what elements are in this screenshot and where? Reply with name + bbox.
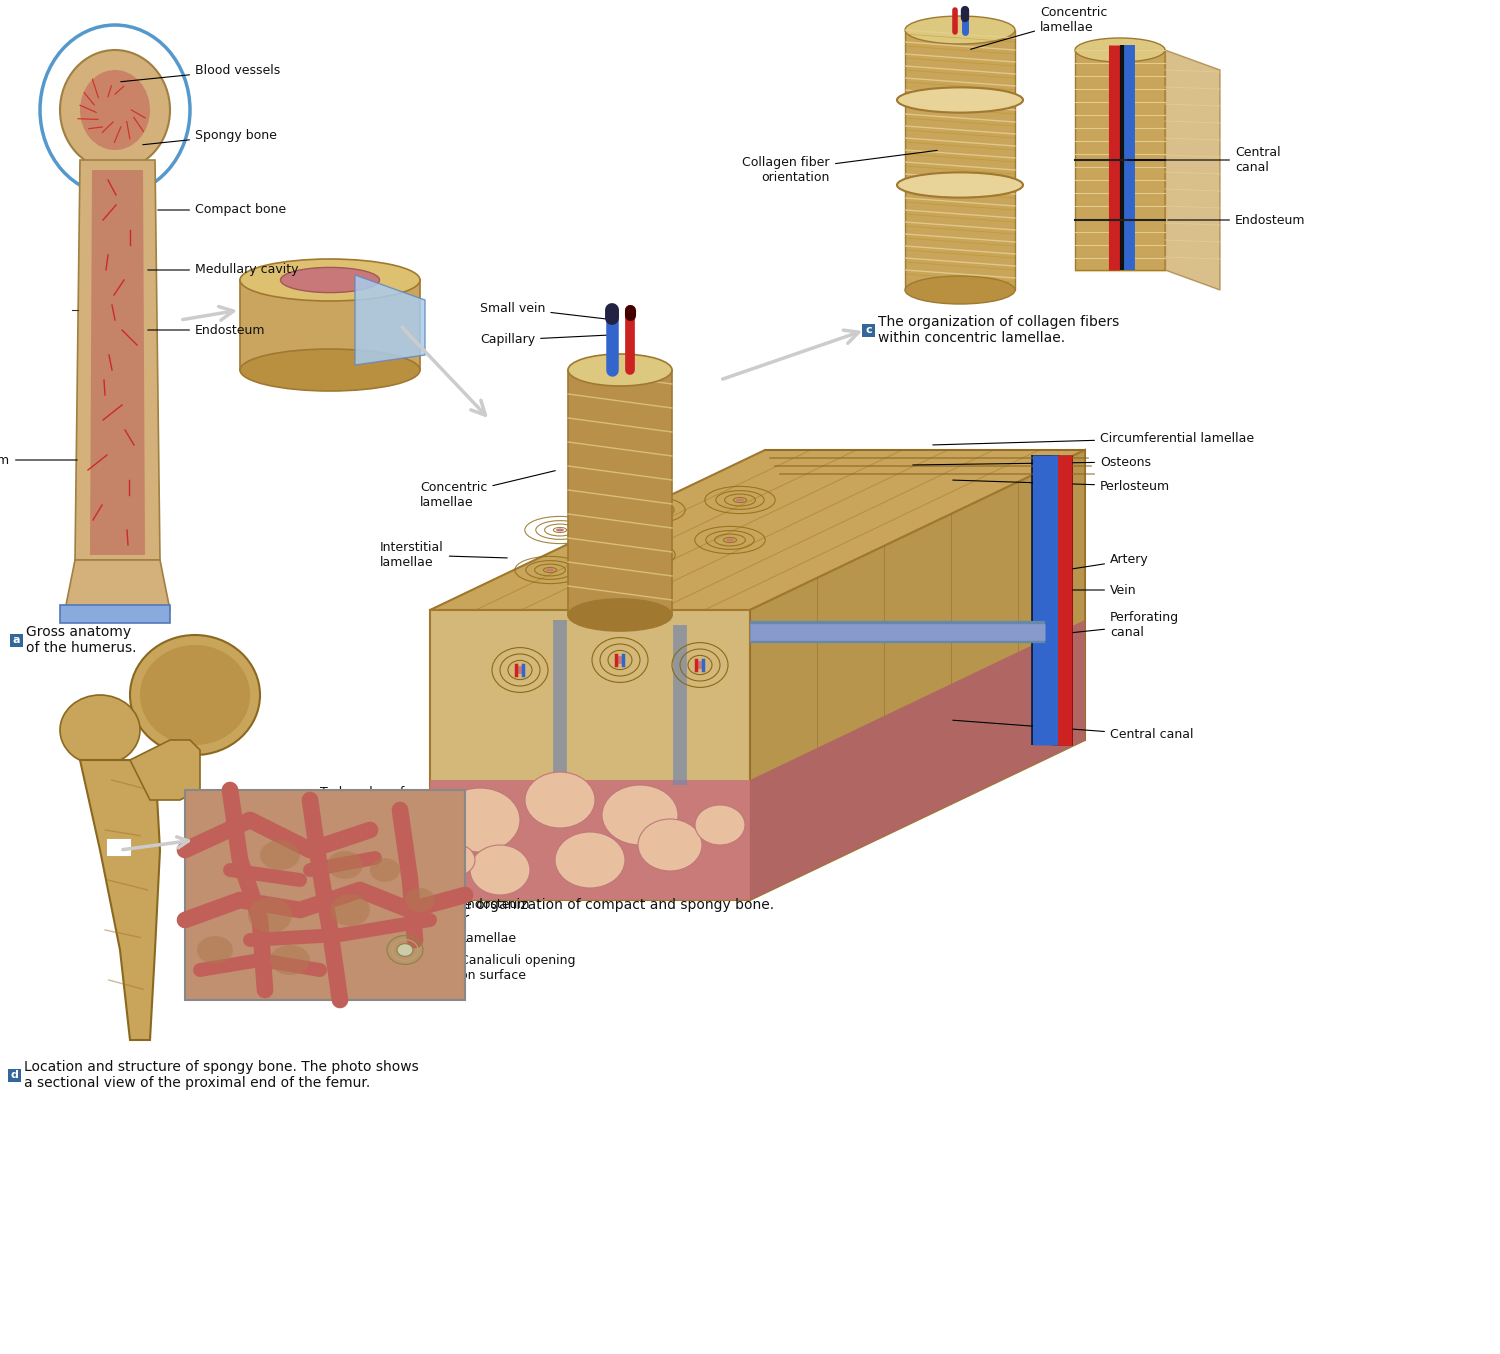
Bar: [568, 370, 672, 615]
Ellipse shape: [568, 353, 672, 386]
Ellipse shape: [330, 894, 370, 926]
Text: Perlosteum: Perlosteum: [0, 454, 76, 467]
Ellipse shape: [196, 936, 232, 964]
Text: Vein: Vein: [1053, 584, 1137, 597]
Ellipse shape: [736, 498, 744, 501]
Ellipse shape: [370, 858, 400, 881]
Polygon shape: [430, 611, 750, 900]
Text: Perforating
canal: Perforating canal: [1053, 611, 1179, 639]
Ellipse shape: [240, 349, 420, 391]
Ellipse shape: [327, 852, 363, 879]
Polygon shape: [430, 450, 1084, 611]
Ellipse shape: [130, 635, 260, 756]
Ellipse shape: [270, 945, 310, 975]
Polygon shape: [750, 620, 1084, 900]
Ellipse shape: [897, 88, 1023, 112]
Text: Osteons: Osteons: [914, 455, 1150, 468]
Ellipse shape: [694, 661, 705, 669]
Text: b: b: [432, 900, 441, 910]
Ellipse shape: [525, 772, 596, 829]
Ellipse shape: [602, 785, 678, 845]
Text: Concentric
lamellae: Concentric lamellae: [420, 471, 555, 509]
FancyBboxPatch shape: [862, 324, 874, 337]
Polygon shape: [80, 760, 160, 1040]
Text: Gross anatomy
of the humerus.: Gross anatomy of the humerus.: [26, 626, 136, 655]
Bar: [240, 280, 420, 370]
Bar: [184, 789, 465, 1001]
Ellipse shape: [646, 509, 654, 512]
Ellipse shape: [398, 944, 412, 956]
Ellipse shape: [638, 819, 702, 871]
Bar: [108, 839, 130, 854]
Text: Capillary: Capillary: [480, 333, 608, 347]
Text: a: a: [12, 635, 21, 645]
Ellipse shape: [904, 16, 1016, 43]
Polygon shape: [356, 275, 424, 366]
FancyBboxPatch shape: [430, 899, 442, 911]
Ellipse shape: [470, 845, 530, 895]
Text: Central canal: Central canal: [952, 720, 1194, 742]
Polygon shape: [75, 160, 160, 561]
Text: Central
canal: Central canal: [1128, 146, 1281, 175]
Polygon shape: [90, 171, 146, 555]
Bar: [904, 30, 1016, 290]
Ellipse shape: [248, 896, 292, 933]
Ellipse shape: [435, 844, 476, 876]
Text: c: c: [865, 325, 871, 334]
Ellipse shape: [80, 70, 150, 150]
Polygon shape: [750, 450, 1084, 900]
Ellipse shape: [514, 666, 525, 674]
Polygon shape: [64, 561, 170, 611]
Text: The organization of compact and spongy bone.: The organization of compact and spongy b…: [446, 898, 774, 913]
Text: Concentric
lamellae: Concentric lamellae: [970, 5, 1107, 49]
Ellipse shape: [60, 695, 140, 765]
Text: Medullary cavity: Medullary cavity: [148, 264, 298, 276]
Ellipse shape: [405, 888, 435, 913]
Polygon shape: [430, 780, 750, 900]
Text: The organization of collagen fibers
within concentric lamellae.: The organization of collagen fibers with…: [878, 315, 1119, 345]
Ellipse shape: [260, 839, 300, 871]
Text: Blood vessels: Blood vessels: [122, 64, 280, 81]
Text: Circumferential lamellae: Circumferential lamellae: [933, 432, 1254, 445]
FancyBboxPatch shape: [10, 634, 22, 646]
Ellipse shape: [897, 172, 1023, 198]
Ellipse shape: [615, 655, 626, 663]
Ellipse shape: [726, 539, 734, 542]
Ellipse shape: [556, 528, 564, 532]
Text: d: d: [10, 1070, 18, 1080]
Text: Endosteum: Endosteum: [148, 324, 266, 337]
Ellipse shape: [280, 267, 380, 292]
Text: Canaliculi opening
on surface: Canaliculi opening on surface: [398, 955, 576, 982]
Ellipse shape: [140, 645, 250, 745]
Ellipse shape: [440, 788, 520, 852]
Bar: [60, 605, 170, 623]
Ellipse shape: [555, 831, 626, 888]
Text: Compact bone: Compact bone: [158, 203, 286, 217]
Bar: [1076, 50, 1166, 269]
Text: Perlosteum: Perlosteum: [952, 479, 1170, 493]
Ellipse shape: [1076, 38, 1166, 62]
Text: Endosteum: Endosteum: [408, 899, 531, 938]
Polygon shape: [130, 741, 200, 800]
Ellipse shape: [694, 806, 746, 845]
Ellipse shape: [636, 554, 644, 556]
Text: Endosteum: Endosteum: [1168, 214, 1305, 226]
Ellipse shape: [904, 276, 1016, 305]
Text: Trabeculae of
spongy bone: Trabeculae of spongy bone: [320, 787, 405, 829]
FancyBboxPatch shape: [8, 1068, 21, 1082]
Ellipse shape: [240, 259, 420, 301]
Text: Location and structure of spongy bone. The photo shows
a sectional view of the p: Location and structure of spongy bone. T…: [24, 1060, 418, 1090]
Text: Spongy bone: Spongy bone: [142, 129, 278, 145]
Text: Small vein: Small vein: [480, 302, 612, 320]
Ellipse shape: [60, 50, 170, 171]
Polygon shape: [1166, 50, 1219, 290]
Text: Interstitial
lamellae: Interstitial lamellae: [380, 542, 507, 569]
Text: Artery: Artery: [1068, 554, 1149, 570]
Ellipse shape: [546, 569, 554, 571]
Text: Collagen fiber
orientation: Collagen fiber orientation: [742, 150, 938, 184]
Text: Lamellae: Lamellae: [402, 932, 518, 952]
Ellipse shape: [568, 598, 672, 631]
